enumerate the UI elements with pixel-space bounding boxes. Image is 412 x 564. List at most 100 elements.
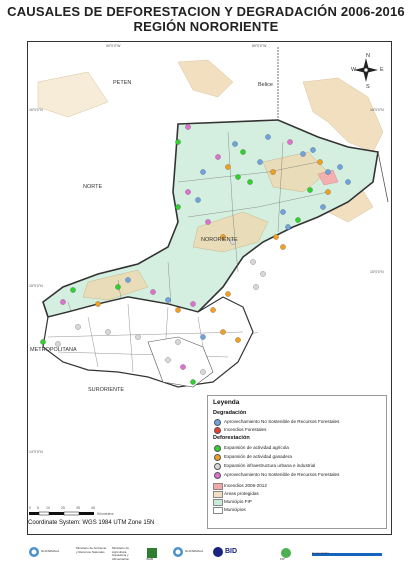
legend-item-label: Incendios 2006-2012 xyxy=(224,483,267,488)
cause-point xyxy=(325,189,331,195)
legend-item-label: Aprovechamiento No Sostenible de Recurso… xyxy=(224,419,340,424)
label-suroriente: SURORIENTE xyxy=(88,387,125,393)
cause-point xyxy=(220,329,226,335)
legend-item-label: Incendios Forestales xyxy=(224,427,267,432)
cause-point xyxy=(257,159,263,165)
cause-point xyxy=(230,239,236,245)
cause-point xyxy=(280,209,286,215)
guatemala-seal-icon xyxy=(29,547,39,557)
legend-title: Leyenda xyxy=(213,399,240,406)
coordinate-system: Coordinate System: WGS 1984 UTM Zone 15N xyxy=(28,520,155,526)
country-border-honduras xyxy=(377,151,389,203)
cause-point xyxy=(265,134,271,140)
cause-point xyxy=(232,141,238,147)
scale-bar: 0 5 10 25 35 45 Kilometers xyxy=(29,506,119,525)
cause-point xyxy=(253,284,259,290)
scale-tick: 0 xyxy=(29,506,31,510)
legend-item: Incendios 2006-2012 xyxy=(213,482,384,490)
cause-point xyxy=(165,297,171,303)
cause-point xyxy=(280,244,286,250)
legend-item: Áreas protegidas xyxy=(213,490,384,498)
scale-tick: 45 xyxy=(91,506,95,510)
logo-fip: FIP xyxy=(280,546,302,561)
logo-guatemala-2: GUATEMALA xyxy=(172,546,208,558)
legend-item-label: Municipio FIP xyxy=(224,499,252,504)
legend-swatch xyxy=(214,445,221,452)
cause-point xyxy=(235,337,241,343)
bid-icon xyxy=(213,547,223,557)
cause-point xyxy=(185,124,191,130)
inab-icon xyxy=(147,548,157,558)
cause-point xyxy=(135,334,141,340)
cause-point xyxy=(260,271,266,277)
cause-point xyxy=(250,259,256,265)
cause-point xyxy=(40,339,46,345)
cause-point xyxy=(225,164,231,170)
legend-item: Expansión de actividad ganadera xyxy=(214,453,384,461)
compass-n: N xyxy=(366,53,370,59)
label-peten: PETEN xyxy=(113,80,132,86)
scale-unit: Kilometers xyxy=(97,512,114,516)
legend-swatch xyxy=(213,499,223,506)
cause-point xyxy=(270,169,276,175)
cause-point xyxy=(175,339,181,345)
legend-swatch xyxy=(213,491,223,498)
cause-points xyxy=(40,124,351,385)
cause-point xyxy=(200,369,206,375)
cause-point xyxy=(337,164,343,170)
compass-rose xyxy=(354,58,378,82)
cause-point xyxy=(240,149,246,155)
cause-point xyxy=(200,334,206,340)
map-canvas xyxy=(37,47,389,388)
cause-point xyxy=(345,179,351,185)
cause-point xyxy=(190,379,196,385)
cause-point xyxy=(225,291,231,297)
cause-point xyxy=(310,147,316,153)
protected-area-nw xyxy=(37,71,109,118)
cause-point xyxy=(285,224,291,230)
legend-item-label: Expansión de actividad ganadera xyxy=(224,454,292,459)
cause-point xyxy=(200,169,206,175)
label-norte: NORTE xyxy=(83,184,103,190)
legend-item: Municipios xyxy=(213,506,384,514)
logo-ministerio-agricultura: Ministerio de Agricultura, Ganadería y A… xyxy=(112,546,130,561)
legend-swatch xyxy=(214,463,221,470)
cause-point xyxy=(175,139,181,145)
scale-tick: 10 xyxy=(46,506,50,510)
sponsor-logos: GUATEMALA Ministerio de Ambiente y Recur… xyxy=(0,540,412,564)
logo-inab: INAB xyxy=(146,546,166,561)
legend-item: Municipio FIP xyxy=(213,498,384,506)
map-title: CAUSALES DE DEFORESTACION Y DEGRADACIÓN … xyxy=(7,4,405,19)
cause-point xyxy=(150,289,156,295)
scale-bar-graphic xyxy=(29,511,94,516)
cause-point xyxy=(295,217,301,223)
legend-item-label: Áreas protegidas xyxy=(224,491,259,496)
legend-swatch xyxy=(213,507,223,514)
cause-point xyxy=(325,169,331,175)
legend-item: Incendios Forestales xyxy=(214,426,384,434)
cause-point xyxy=(125,277,131,283)
cause-point xyxy=(175,307,181,313)
grid-label-top-left: 90°0'0"W xyxy=(106,44,121,48)
scale-tick: 25 xyxy=(61,506,65,510)
logo-ministerio-ambiente: Ministerio de Ambiente y Recursos Natura… xyxy=(76,546,107,554)
cause-point xyxy=(105,329,111,335)
cause-point xyxy=(55,341,61,347)
fip-icon xyxy=(281,548,291,558)
protected-area-merendon xyxy=(82,269,149,301)
grid-label-left-bot: 14°0'0"N xyxy=(29,450,43,454)
compass-w: W xyxy=(351,67,357,73)
protected-area-north xyxy=(177,59,234,98)
grid-label-left-top: 16°0'0"N xyxy=(29,108,43,112)
cause-point xyxy=(215,154,221,160)
legend-item-label: Aprovechamiento No Sostenible de Recurso… xyxy=(224,472,340,477)
cause-point xyxy=(180,364,186,370)
cause-point xyxy=(317,159,323,165)
cause-point xyxy=(195,197,201,203)
cause-point xyxy=(273,234,279,240)
legend-swatch xyxy=(214,454,221,461)
cause-point xyxy=(190,301,196,307)
legend-item-label: Municipios xyxy=(224,507,246,512)
cause-point xyxy=(247,179,253,185)
cause-point xyxy=(220,234,226,240)
